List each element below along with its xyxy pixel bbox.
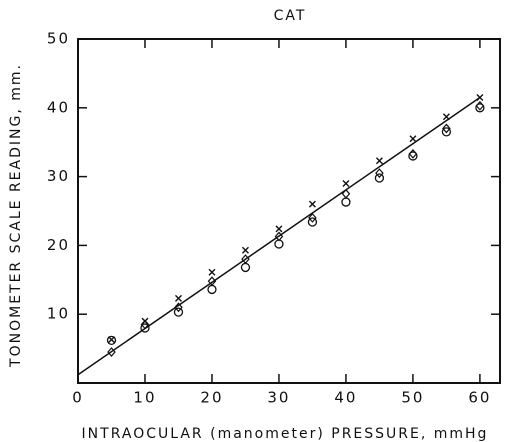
y-axis-label: TONOMETER SCALE READING, mm. [8,63,24,368]
diamond-point [475,100,485,111]
y-tick-label: 40 [47,98,70,116]
circle-point [106,335,117,345]
circle-point [240,262,251,273]
diamond-point [308,212,317,223]
chart-title: CAT [274,8,307,24]
x-tick-label: 40 [334,389,357,407]
x-tick-label: 60 [468,389,491,407]
circle-point [274,239,284,249]
x-tick-label: 0 [72,389,84,407]
x-tick-label: 10 [133,389,156,407]
circle-point [207,284,217,295]
circle-point [374,173,385,183]
x-tick-label: 50 [401,389,424,407]
circle-point [408,151,418,161]
y-tick-label: 20 [47,236,70,254]
cross-point [308,200,316,208]
y-tick-label: 30 [47,167,70,185]
circle-point [173,307,184,317]
cross-point [107,336,115,344]
cross-point [241,246,249,254]
cross-point [409,135,417,143]
circle-point [140,323,150,333]
cross-point [208,268,216,276]
circle-point [441,127,452,137]
x-tick-label: 20 [200,389,223,407]
cross-point [174,294,182,302]
fit-line [77,96,481,376]
x-tick-label: 30 [267,389,290,407]
x-axis-label: INTRAOCULAR (manometer) PRESSURE, mmHg [82,426,489,442]
y-tick-label: 10 [47,305,70,323]
cross-point [375,157,383,165]
diamond-point [442,123,451,134]
diamond-point [174,302,183,313]
circle-point [307,217,318,227]
diamond-point [375,168,384,179]
y-tick-label: 50 [47,30,70,48]
cross-point [275,225,283,233]
circle-point [341,197,351,207]
circle-point [475,103,485,113]
diamond-point [408,148,418,159]
cross-point [342,179,350,187]
plot-frame [77,38,501,384]
